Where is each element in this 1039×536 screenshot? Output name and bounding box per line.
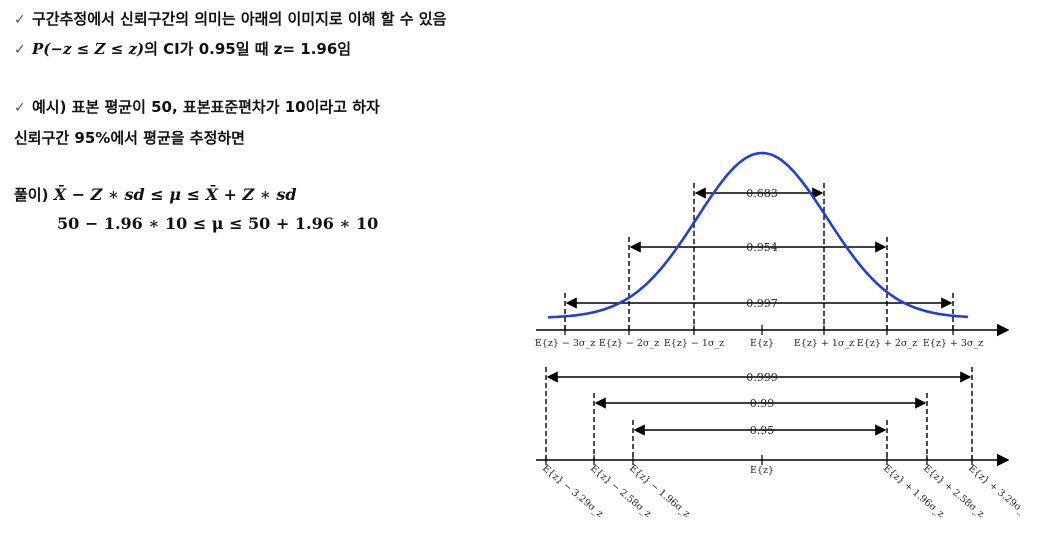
interval-label: 0.997 bbox=[746, 297, 778, 310]
check-icon: ✓ bbox=[14, 100, 26, 116]
interval-label: 0.683 bbox=[746, 187, 778, 200]
axis-tick-label: E{z} − 2σ_z bbox=[599, 338, 659, 349]
interval-label: 0.99 bbox=[750, 397, 775, 410]
interval-label: 0.999 bbox=[746, 371, 778, 384]
bullet-z-value: ✓ P(−z ≤ Z ≤ z)의 CI가 0.95일 때 z= 1.96임 bbox=[14, 38, 351, 59]
solution-label: 풀이) bbox=[14, 186, 49, 204]
axis-tick-label: E{z} − 3σ_z bbox=[535, 338, 595, 349]
estimate-prompt: 신뢰구간 95%에서 평균을 추정하면 bbox=[14, 129, 245, 147]
axis-tick-label: E{z} − 1σ_z bbox=[664, 338, 724, 349]
bullet-example: ✓ 예시) 표본 평균이 50, 표본표준편차가 10이라고 하자 bbox=[14, 96, 380, 117]
bullet-text: 의 CI가 0.95일 때 z= 1.96임 bbox=[144, 40, 352, 58]
solution-formula: X̄ − Z ∗ sd ≤ μ ≤ X̄ + Z ∗ sd bbox=[53, 185, 297, 204]
numeric-formula: 50 − 1.96 ∗ 10 ≤ μ ≤ 50 + 1.96 ∗ 10 bbox=[57, 214, 379, 233]
axis-tick-label: E{z} + 3σ_z bbox=[923, 338, 983, 349]
solution-numeric: 50 − 1.96 ∗ 10 ≤ μ ≤ 50 + 1.96 ∗ 10 bbox=[57, 214, 378, 233]
axis-tick-label: E{z} bbox=[750, 338, 774, 349]
probability-expression: P(−z ≤ Z ≤ z) bbox=[32, 40, 145, 58]
bullet-ci-meaning: ✓ 구간추정에서 신뢰구간의 의미는 아래의 이미지로 이해 할 수 있음 bbox=[14, 8, 446, 29]
check-icon: ✓ bbox=[14, 12, 26, 28]
interval-label: 0.95 bbox=[750, 424, 775, 437]
bullet-text: 예시) 표본 평균이 50, 표본표준편차가 10이라고 하자 bbox=[32, 98, 380, 116]
axis-tick-label: E{z} + 1σ_z bbox=[794, 338, 854, 349]
axis-tick-label: E{z} bbox=[750, 465, 774, 476]
normal-curve bbox=[547, 151, 969, 319]
bullet-text: 구간추정에서 신뢰구간의 의미는 아래의 이미지로 이해 할 수 있음 bbox=[32, 10, 447, 28]
interval-label: 0.954 bbox=[746, 241, 778, 254]
check-icon: ✓ bbox=[14, 42, 26, 58]
solution-line: 풀이) X̄ − Z ∗ sd ≤ μ ≤ X̄ + Z ∗ sd bbox=[14, 184, 297, 205]
normal-distribution-figure: 0.683 0.954 0.997 E{z} − 3σ_z E{z} − 2σ_z E{z… bbox=[535, 151, 1020, 520]
axis-tick-label: E{z} + 2σ_z bbox=[857, 338, 917, 349]
